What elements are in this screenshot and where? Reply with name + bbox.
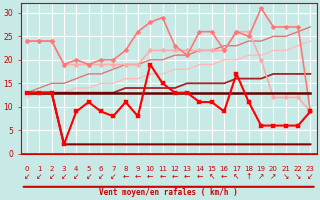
X-axis label: Vent moyen/en rafales ( km/h ): Vent moyen/en rafales ( km/h ) [99,188,238,197]
Text: ←: ← [172,172,178,181]
Text: ↗: ↗ [270,172,276,181]
Text: ←: ← [184,172,190,181]
Text: ↖: ↖ [233,172,240,181]
Text: ↙: ↙ [48,172,55,181]
Text: ↑: ↑ [245,172,252,181]
Text: ←: ← [122,172,129,181]
Text: ↙: ↙ [73,172,79,181]
Text: ↗: ↗ [258,172,264,181]
Text: ↖: ↖ [209,172,215,181]
Text: ↙: ↙ [36,172,43,181]
Text: ↘: ↘ [283,172,289,181]
Text: ←: ← [159,172,166,181]
Text: ←: ← [196,172,203,181]
Text: ↙: ↙ [85,172,92,181]
Text: ↘: ↘ [295,172,301,181]
Text: ←: ← [147,172,153,181]
Text: ↙: ↙ [307,172,314,181]
Text: ←: ← [135,172,141,181]
Text: ↙: ↙ [24,172,30,181]
Text: ↙: ↙ [98,172,104,181]
Text: ↙: ↙ [61,172,67,181]
Text: ←: ← [221,172,227,181]
Text: ↙: ↙ [110,172,116,181]
